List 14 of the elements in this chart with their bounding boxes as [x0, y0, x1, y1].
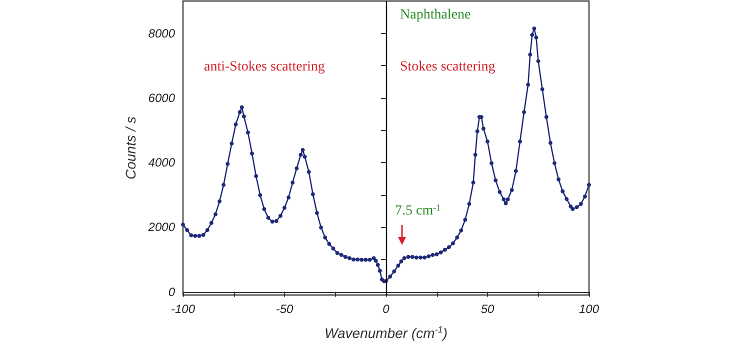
- annotation: Stokes scattering: [400, 60, 496, 74]
- y-tick-label: 8000: [148, 26, 176, 40]
- y-tick-label: 2000: [147, 220, 176, 234]
- y-tick-label: 6000: [148, 90, 176, 105]
- x-tick-label: 0: [382, 302, 390, 316]
- annotation: anti-Stokes scattering: [204, 60, 325, 74]
- y-tick-label: 4000: [148, 156, 176, 170]
- y-tick-label: 0: [168, 284, 176, 299]
- x-tick-label: -50: [276, 302, 294, 316]
- x-tick-label: 50: [480, 302, 494, 316]
- y-axis-title: Counts / s: [122, 116, 138, 180]
- x-tick-label: 100: [578, 302, 600, 316]
- annotation: Naphthalene: [400, 8, 471, 22]
- x-tick-label: -100: [170, 302, 196, 316]
